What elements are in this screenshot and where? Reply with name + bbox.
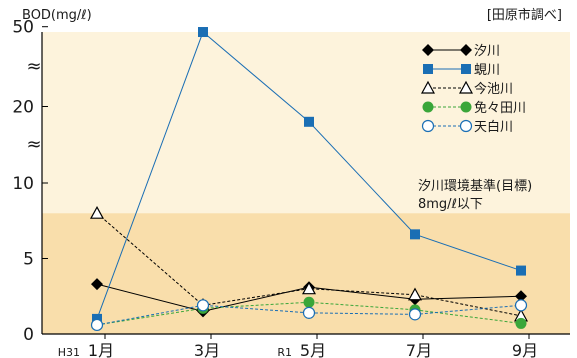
series-point (514, 299, 528, 312)
x-tick-label: 3月 (194, 341, 220, 358)
legend-marker (422, 44, 434, 56)
axis-break-mark: ≈ (26, 56, 41, 77)
series-point (89, 205, 105, 219)
legend-marker (460, 101, 472, 113)
legend-label: 今池川 (474, 81, 513, 97)
legend-marker (459, 119, 473, 133)
y-tick-label: 20 (12, 98, 34, 118)
y-tick-label: 50 (12, 18, 34, 38)
series-point (516, 265, 526, 276)
legend-label: 蜆川 (474, 63, 500, 78)
source-note: [田原市調べ] (487, 7, 562, 23)
x-era-label: R1 (277, 346, 292, 358)
y-tick-label: 0 (23, 325, 34, 345)
y-axis-label: BOD(mg/ℓ) (22, 8, 92, 23)
y-tick-label: 10 (12, 174, 34, 194)
series-line-4 (96, 301, 522, 326)
legend-marker (421, 119, 435, 133)
legend-label: 汐川 (474, 43, 500, 59)
series-point (408, 308, 422, 321)
series-point (198, 27, 208, 38)
series-point (407, 287, 423, 301)
series-point (515, 290, 527, 303)
legend-marker (460, 44, 472, 56)
y-tick-label: 5 (23, 250, 34, 270)
series-point (301, 281, 317, 295)
x-tick-label: 5月 (300, 341, 326, 358)
legend-marker (423, 64, 433, 74)
axis-break-mark: ≈ (26, 134, 41, 155)
series-point (91, 278, 103, 291)
legend-label: 天白川 (474, 119, 513, 135)
legend-label: 免々田川 (474, 101, 526, 116)
legend-marker (422, 101, 434, 113)
legend-marker (458, 80, 474, 94)
series-point (304, 116, 314, 127)
x-tick-label: 7月 (406, 341, 432, 358)
legend-marker (420, 80, 436, 94)
series-point (515, 317, 527, 329)
standard-annotation-line2: 8mg/ℓ以下 (418, 197, 483, 212)
series-point (410, 229, 420, 240)
standard-annotation-line1: 汐川環境基準(目標) (418, 178, 532, 194)
series-point (90, 318, 104, 332)
series-point (302, 306, 316, 319)
series-point (196, 299, 210, 312)
x-tick-label: 9月 (512, 341, 538, 358)
series-point (303, 296, 315, 308)
x-era-label: H31 (58, 346, 80, 358)
x-tick-label: 1月 (88, 341, 114, 358)
legend-marker (461, 64, 471, 74)
series-line-5 (96, 304, 522, 326)
